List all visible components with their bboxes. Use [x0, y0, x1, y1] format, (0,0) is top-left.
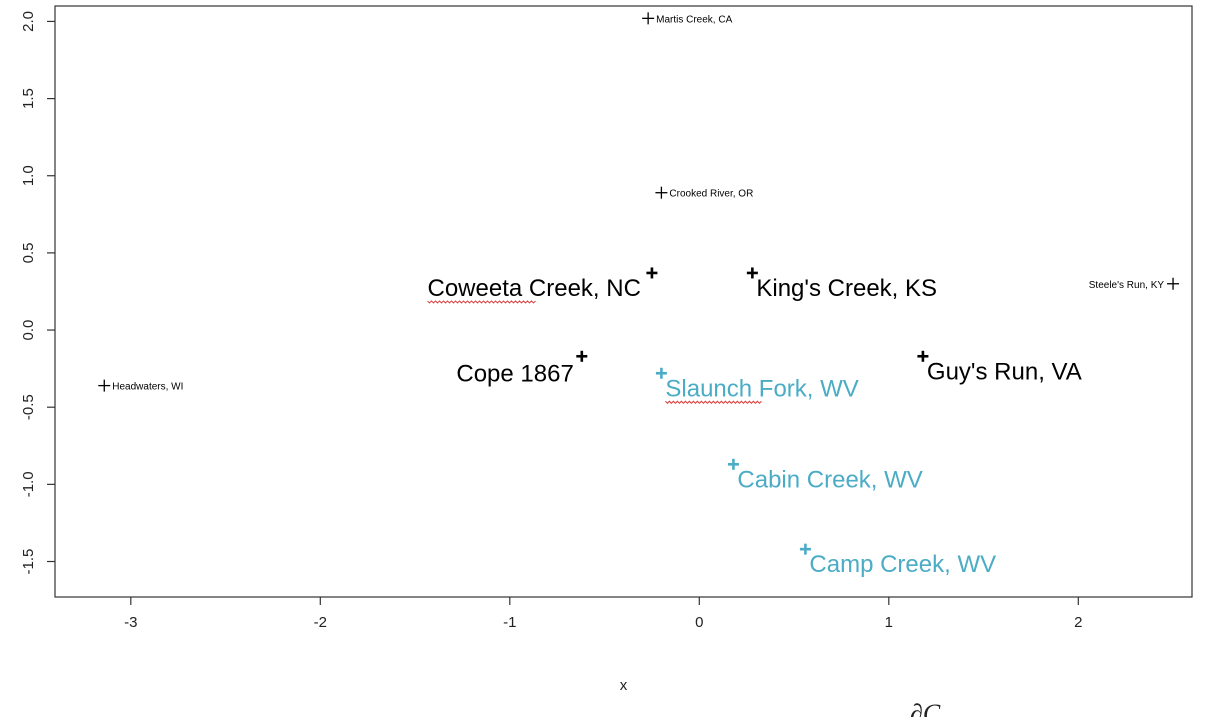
data-point: Martis Creek, CA	[642, 12, 733, 25]
x-tick-label: -3	[124, 614, 137, 631]
y-axis: 2.0 1.5 1.0 0.5 0.0 -0.5 -1.0 -1.5	[20, 11, 55, 574]
data-point: Coweeta Creek, NC	[427, 267, 658, 304]
y-tick-label: -1.0	[20, 471, 37, 497]
svg-text:∂C: ∂C	[910, 699, 941, 717]
point-label: King's Creek, KS	[756, 275, 937, 302]
y-tick-label: 0.0	[20, 320, 37, 341]
point-label: Crooked River, OR	[669, 189, 753, 200]
x-axis-title: x	[620, 677, 628, 694]
data-point: Crooked River, OR	[655, 186, 753, 200]
point-label: Camp Creek, WV	[809, 551, 996, 578]
x-tick-label: 0	[695, 614, 703, 631]
cropped-formula-artifact: ∂C	[910, 699, 941, 717]
x-tick-label: -2	[314, 614, 327, 631]
point-label: Guy's Run, VA	[927, 358, 1082, 385]
y-tick-label: -1.5	[20, 549, 37, 575]
point-label: Cope 1867	[456, 360, 573, 387]
y-tick-label: 2.0	[20, 11, 37, 32]
data-point: Steele's Run, KY	[1089, 277, 1180, 291]
point-label: Slaunch Fork, WV	[665, 375, 858, 402]
data-point: Guy's Run, VA	[917, 350, 1082, 385]
y-tick-label: 0.5	[20, 242, 37, 263]
spellcheck-underline	[427, 300, 536, 304]
data-points: Martis Creek, CA Crooked River, OR Coweeta…	[98, 12, 1180, 578]
y-tick-label: -0.5	[20, 394, 37, 420]
point-label: Coweeta Creek, NC	[428, 275, 641, 302]
data-point: Camp Creek, WV	[799, 543, 996, 578]
data-point: King's Creek, KS	[746, 267, 937, 302]
point-label: Headwaters, WI	[112, 382, 183, 393]
data-point: Cope 1867	[456, 350, 588, 387]
plot-frame	[54, 5, 1193, 598]
point-label: Steele's Run, KY	[1089, 280, 1165, 291]
x-axis: -3 -2 -1 0 1 2	[124, 597, 1082, 631]
data-point: Cabin Creek, WV	[727, 458, 923, 493]
y-tick-label: 1.0	[20, 165, 37, 186]
point-label: Cabin Creek, WV	[737, 466, 922, 493]
x-tick-label: 1	[885, 614, 893, 631]
x-tick-label: -1	[503, 614, 516, 631]
data-point: Slaunch Fork, WV	[655, 367, 859, 404]
point-label: Martis Creek, CA	[656, 14, 732, 25]
spellcheck-underline	[665, 400, 762, 404]
x-tick-label: 2	[1074, 614, 1082, 631]
y-tick-label: 1.5	[20, 88, 37, 109]
data-point: Headwaters, WI	[98, 379, 183, 393]
